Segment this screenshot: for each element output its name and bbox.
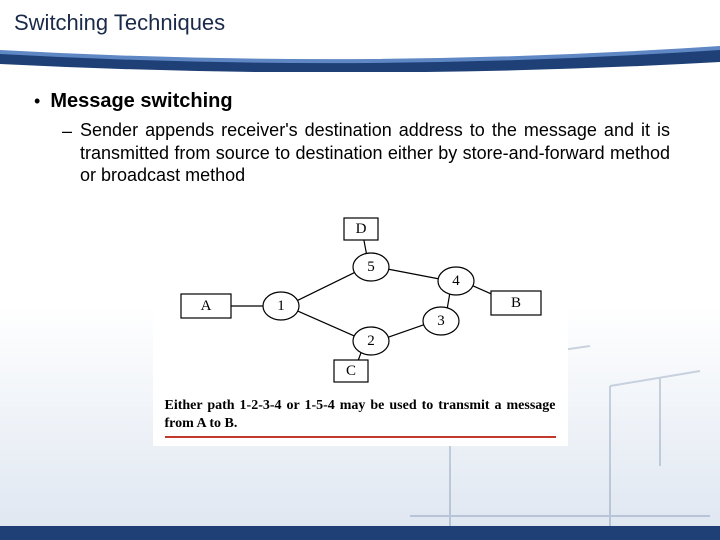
slide-body: • Message switching – Sender appends rec… [0, 66, 720, 446]
subbullet-item: – Sender appends receiver's destination … [34, 119, 686, 187]
diagram-caption: Either path 1-2-3-4 or 1-5-4 may be used… [161, 391, 560, 433]
svg-text:A: A [200, 298, 211, 314]
bullet-text: Message switching [50, 90, 232, 113]
subbullet-marker: – [62, 119, 72, 143]
svg-text:2: 2 [367, 333, 375, 349]
footer-bar [0, 526, 720, 540]
bullet-item: • Message switching [34, 90, 686, 113]
bullet-marker: • [34, 90, 40, 112]
svg-text:3: 3 [437, 313, 445, 329]
svg-text:B: B [510, 295, 520, 311]
diagram-underline [165, 436, 556, 438]
svg-text:4: 4 [452, 273, 460, 289]
network-diagram: D A B C 1 2 3 4 5 [161, 211, 561, 391]
svg-text:C: C [345, 363, 355, 379]
svg-text:5: 5 [367, 259, 375, 275]
diagram-panel: D A B C 1 2 3 4 5 Either path 1-2-3-4 or 1-5-4 m… [153, 207, 568, 446]
svg-text:1: 1 [277, 298, 285, 314]
svg-text:D: D [355, 221, 366, 237]
title-banner [0, 42, 720, 66]
subbullet-text: Sender appends receiver's destination ad… [80, 119, 670, 187]
